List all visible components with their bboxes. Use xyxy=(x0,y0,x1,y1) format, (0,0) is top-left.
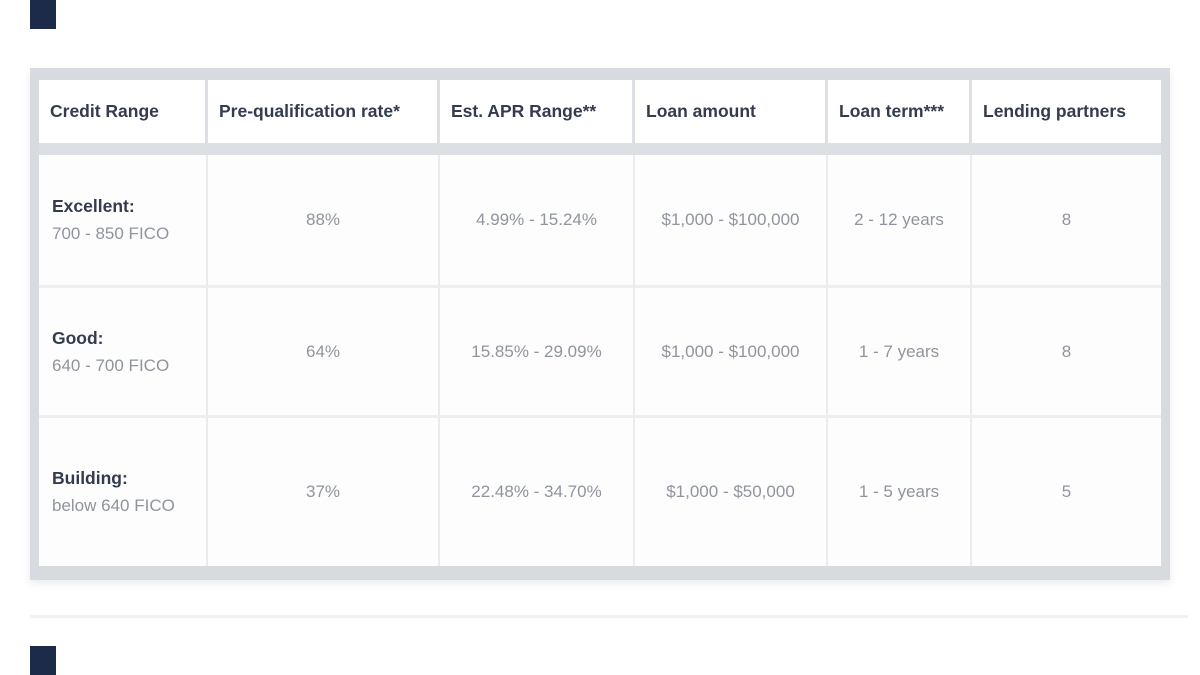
cell-prequal-rate: 64% xyxy=(208,285,440,415)
cell-apr-range: 22.48% - 34.70% xyxy=(440,415,635,566)
cell-credit-range: Building: below 640 FICO xyxy=(39,415,208,566)
cell-lending-partners: 8 xyxy=(972,155,1161,285)
cell-credit-range: Good: 640 - 700 FICO xyxy=(39,285,208,415)
column-header-apr-range: Est. APR Range** xyxy=(440,80,635,155)
column-header-lending-partners: Lending partners xyxy=(972,80,1161,155)
credit-tier-fico: 700 - 850 FICO xyxy=(52,224,170,243)
column-header-loan-term: Loan term*** xyxy=(828,80,972,155)
credit-tier-label: Building: xyxy=(52,468,128,488)
cell-apr-range: 4.99% - 15.24% xyxy=(440,155,635,285)
table-grid: Credit Range Pre-qualification rate* Est… xyxy=(39,80,1161,566)
cell-prequal-rate: 88% xyxy=(208,155,440,285)
page-divider-line xyxy=(30,615,1188,618)
credit-tier-fico: below 640 FICO xyxy=(52,496,175,515)
cell-prequal-rate: 37% xyxy=(208,415,440,566)
cell-loan-term: 1 - 7 years xyxy=(828,285,972,415)
loan-comparison-table: Credit Range Pre-qualification rate* Est… xyxy=(30,68,1170,580)
cell-credit-range: Excellent: 700 - 850 FICO xyxy=(39,155,208,285)
cell-loan-term: 2 - 12 years xyxy=(828,155,972,285)
column-header-credit-range: Credit Range xyxy=(39,80,208,155)
corner-mark-bottom xyxy=(30,646,56,675)
credit-tier-label: Excellent: xyxy=(52,196,135,216)
cell-loan-amount: $1,000 - $50,000 xyxy=(635,415,828,566)
cell-lending-partners: 5 xyxy=(972,415,1161,566)
corner-mark-top xyxy=(30,0,56,29)
credit-tier-fico: 640 - 700 FICO xyxy=(52,355,170,375)
cell-loan-amount: $1,000 - $100,000 xyxy=(635,285,828,415)
cell-apr-range: 15.85% - 29.09% xyxy=(440,285,635,415)
credit-tier-label: Good: xyxy=(52,327,104,348)
column-header-prequal-rate: Pre-qualification rate* xyxy=(208,80,440,155)
cell-loan-term: 1 - 5 years xyxy=(828,415,972,566)
cell-loan-amount: $1,000 - $100,000 xyxy=(635,155,828,285)
cell-lending-partners: 8 xyxy=(972,285,1161,415)
column-header-loan-amount: Loan amount xyxy=(635,80,828,155)
